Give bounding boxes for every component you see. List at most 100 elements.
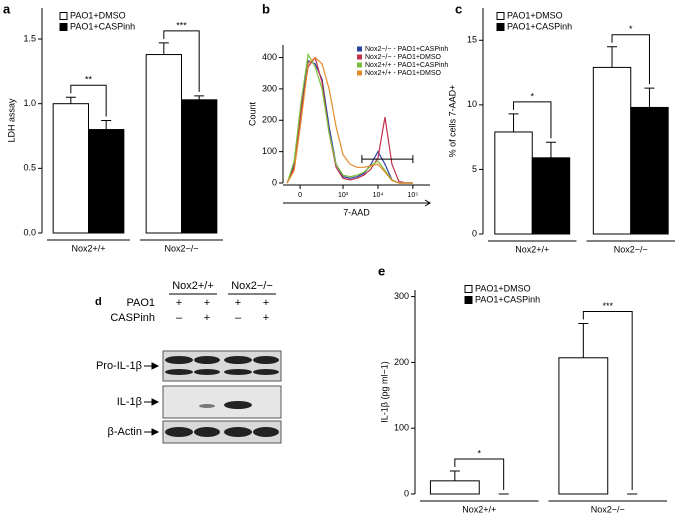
x-tick-label: Nox2+/+: [515, 244, 549, 254]
legend-swatch: [357, 62, 362, 68]
bar: [630, 106, 669, 235]
bar: [429, 480, 480, 495]
x-tick-label: 10³: [338, 192, 349, 199]
y-tick-label: 300: [394, 291, 409, 301]
legend-swatch: [464, 285, 473, 293]
y-tick-label: 100: [394, 423, 409, 433]
bar: [88, 129, 125, 234]
y-tick-label: 200: [394, 357, 409, 367]
band-arrow: [144, 398, 160, 406]
legend-swatch: [357, 46, 362, 52]
panel-letter: a: [3, 1, 11, 16]
error-bar: [194, 95, 205, 100]
treatment-mark: –: [235, 312, 242, 324]
significance-label: **: [85, 75, 93, 85]
legend-swatch: [59, 23, 68, 31]
blot-strip: [162, 385, 282, 419]
band-label: β-Actin: [108, 426, 142, 438]
legend-label: PAO1+DMSO: [475, 283, 531, 293]
bar: [181, 99, 218, 234]
blot-strip: [162, 350, 282, 382]
significance-bracket: [163, 30, 200, 92]
row-label: CASPinh: [110, 312, 155, 324]
x-tick-label: 10⁴: [373, 192, 384, 199]
treatment-mark: +: [263, 297, 269, 309]
y-axis-title: Count: [247, 102, 257, 127]
legend-label: PAO1+DMSO: [507, 10, 563, 20]
bar: [145, 54, 183, 234]
x-tick-label: Nox2+/+: [71, 243, 105, 253]
significance-label: *: [629, 24, 633, 34]
error-bar: [508, 113, 519, 132]
y-tick-label: 15: [467, 35, 477, 45]
legend-label: PAO1+CASPinh: [475, 294, 540, 304]
error-bar: [158, 42, 169, 55]
legend-label: PAO1+CASPinh: [70, 21, 135, 31]
group-label: Nox2−/−: [231, 280, 273, 292]
gate: [361, 155, 414, 164]
panel-letter: d: [95, 296, 102, 308]
bar: [494, 131, 533, 235]
treatment-mark: +: [204, 297, 210, 309]
band-label: IL-1β: [117, 396, 142, 408]
legend-label: PAO1+DMSO: [70, 10, 126, 20]
x-axis-title: 7-AAD: [343, 207, 370, 217]
group-label: Nox2+/+: [172, 280, 214, 292]
treatment-mark: +: [263, 312, 269, 324]
y-tick-label: 0: [472, 228, 477, 238]
western-blot: d Nox2+/+ Nox2−/− PAO1 + + + + CASPinh – + – + Pro-IL…: [95, 280, 282, 444]
band-arrow: [144, 428, 160, 436]
legend-swatch: [464, 296, 473, 304]
bar: [52, 103, 89, 234]
y-axis-title: IL-1β (pg ml−1): [379, 361, 389, 422]
error-bar: [578, 323, 589, 358]
legend-swatch: [357, 70, 362, 76]
treatment-mark: +: [176, 297, 182, 309]
significance-bracket: [454, 458, 505, 490]
y-tick-label: 0.0: [23, 227, 36, 237]
significance-label: ***: [176, 20, 187, 30]
y-tick-label: 200: [262, 115, 277, 125]
x-tick-label: Nox2+/+: [462, 504, 496, 514]
panel-letter: b: [262, 1, 270, 16]
legend-label: Nox2−/− - PAO1+DMSO: [365, 54, 441, 61]
bar: [592, 66, 632, 235]
band-arrow: [144, 362, 160, 370]
x-tick-label: Nox2−/−: [164, 243, 198, 253]
y-tick-label: 0: [272, 177, 277, 187]
legend-label: Nox2−/− - PAO1+CASPinh: [365, 46, 448, 53]
legend-swatch: [59, 12, 68, 20]
bar: [558, 357, 609, 495]
error-bar: [449, 470, 460, 481]
x-axis-arrow: [283, 199, 431, 207]
significance-bracket: [513, 101, 552, 139]
error-bar: [607, 46, 618, 68]
legend-swatch: [496, 23, 505, 31]
significance-bracket: [582, 311, 633, 490]
y-tick-label: 10: [467, 99, 477, 109]
histogram-line: [286, 56, 413, 184]
x-tick-label: Nox2−/−: [591, 504, 625, 514]
y-axis-title: LDH assay: [6, 98, 16, 143]
y-tick-label: 1.0: [23, 98, 36, 108]
y-tick-label: 5: [472, 164, 477, 174]
band-label: Pro-IL-1β: [96, 360, 142, 372]
error-bar: [644, 87, 655, 108]
error-bar: [101, 120, 112, 130]
blot-strip: [162, 420, 282, 444]
legend-swatch: [496, 12, 505, 20]
treatment-mark: +: [204, 312, 210, 324]
panel-letter: c: [455, 1, 462, 16]
significance-bracket: [611, 34, 650, 85]
treatment-mark: +: [235, 297, 241, 309]
error-bar: [65, 96, 76, 104]
x-tick-label: 0: [298, 192, 302, 199]
legend-label: Nox2+/+ - PAO1+CASPinh: [365, 62, 448, 69]
significance-label: *: [477, 448, 481, 458]
bar: [531, 157, 571, 235]
x-tick-label: Nox2−/−: [614, 244, 648, 254]
legend-swatch: [357, 54, 362, 60]
y-tick-label: 300: [262, 83, 277, 93]
x-tick-label: 10⁵: [408, 192, 419, 199]
